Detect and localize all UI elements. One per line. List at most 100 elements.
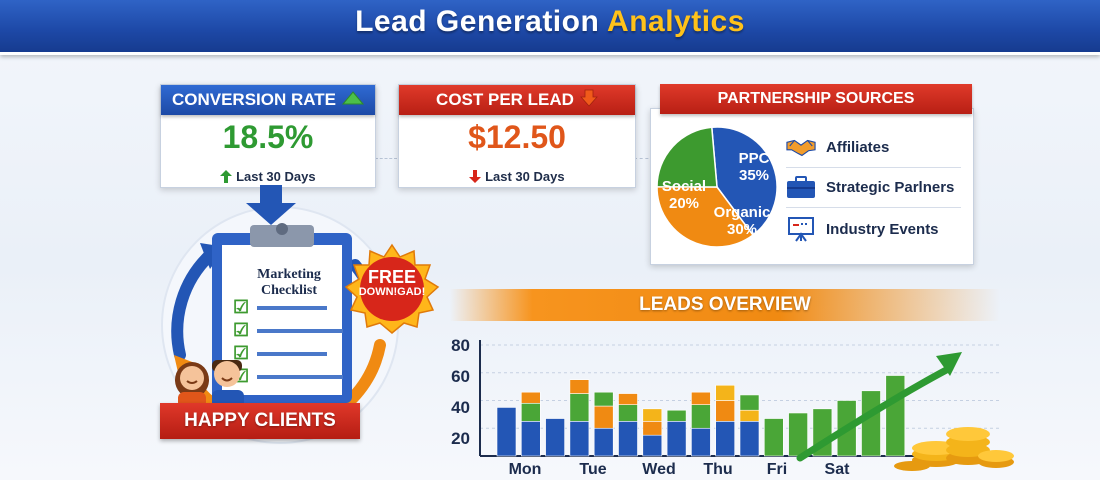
x-tick-label: Thu <box>703 461 733 478</box>
bar-segment-wed <box>642 421 663 436</box>
happy-clients-avatar <box>175 360 244 408</box>
conversion-period-label: Last 30 Days <box>236 169 316 184</box>
bar-segment-mon <box>521 402 541 422</box>
conversion-rate-card[interactable]: CONVERSION RATE 18.5% Last 30 Days <box>160 84 376 188</box>
conversion-period: Last 30 Days <box>161 169 375 184</box>
pie-label-organic-value: 30% <box>726 220 758 238</box>
free-download-badge-text: FREE DOWN!GAD! <box>356 268 428 298</box>
y-tick-label: 20 <box>451 429 470 448</box>
cost-per-lead-header: COST PER LEAD <box>399 85 635 115</box>
title-part-2: Analytics <box>607 5 745 38</box>
checklist-line <box>257 374 344 379</box>
badge-line-1: FREE <box>367 267 416 287</box>
conversion-rate-title: CONVERSION RATE <box>171 90 337 109</box>
partnership-pie-chart <box>656 126 778 248</box>
checklist-row: ☑ <box>233 342 343 365</box>
pie-label-ppc-name: PPC <box>738 150 770 167</box>
x-tick-label: Sat <box>824 461 850 478</box>
partnership-sources-panel[interactable]: PPC 35% Organic 30% Social 20% Affiliate… <box>650 108 974 265</box>
source-label: Industry Events <box>826 220 939 238</box>
checkmark-icon: ☑ <box>233 297 250 317</box>
arrow-down-small-icon <box>469 169 485 184</box>
pie-label-organic-name: Organic <box>713 204 771 221</box>
handshake-icon <box>786 134 816 160</box>
pie-label-social-name: Social <box>661 178 707 195</box>
checklist-items: ☑ ☑ ☑ ☑ <box>233 296 344 388</box>
header-bar <box>0 0 1100 55</box>
bar-segment-fri <box>739 409 760 422</box>
growth-trend-arrow <box>796 364 954 462</box>
x-tick-label: Fri <box>766 461 788 478</box>
checklist-row: ☑ <box>233 319 344 342</box>
x-tick-label: Wed <box>642 461 676 478</box>
bar-segment-wed <box>618 404 638 422</box>
cost-period: Last 30 Days <box>399 169 635 184</box>
bar-segment-fri <box>739 394 760 411</box>
title-part-1: Lead Generation <box>355 5 600 38</box>
source-item-strategic-partners[interactable]: Strategic Parlners <box>786 167 961 208</box>
happy-clients-ribbon: HAPPY CLIENTS <box>160 403 360 439</box>
pie-label-social: Social 20% <box>659 178 709 212</box>
pie-slice-organic <box>656 185 754 248</box>
bar-segment-tue <box>593 391 614 407</box>
cost-per-lead-value: $12.50 <box>468 119 566 155</box>
bar-segment-thu <box>666 421 687 457</box>
source-item-affiliates[interactable]: Affiliates <box>786 127 961 168</box>
pie-label-ppc-value: 35% <box>738 166 770 184</box>
connector-line <box>375 158 397 159</box>
partnership-sources-title: PARTNERSHIP SOURCES <box>660 84 972 114</box>
growth-arrow-head <box>936 352 962 376</box>
bar-segment-mon <box>496 407 517 457</box>
conversion-rate-header: CONVERSION RATE <box>161 85 375 115</box>
checkmark-icon: ☑ <box>233 320 250 340</box>
source-item-industry-events[interactable]: Industry Events <box>786 209 961 249</box>
cost-per-lead-card[interactable]: COST PER LEAD $12.50 Last 30 Days <box>398 84 636 188</box>
bar-segment-sat <box>763 418 784 457</box>
bar-segment-fri <box>739 421 760 457</box>
bar-segment-thu <box>691 404 711 429</box>
conversion-rate-value: 18.5% <box>222 119 314 155</box>
coin-stacks-icon <box>894 427 1014 471</box>
bar-segment-wed <box>618 421 638 457</box>
checklist-line <box>257 305 328 310</box>
cost-period-label: Last 30 Days <box>485 169 565 184</box>
checklist-line <box>257 328 344 333</box>
cost-per-lead-title: COST PER LEAD <box>436 90 574 109</box>
bar-segment-mon <box>521 421 541 457</box>
bar-segment-tue <box>569 421 590 457</box>
arrow-up-icon <box>220 169 236 184</box>
bar-segment-sat <box>788 412 808 457</box>
x-tick-label: Mon <box>508 461 542 478</box>
bar-segment-tue <box>569 379 590 394</box>
y-tick-label: 60 <box>451 367 470 386</box>
page-title: Lead Generation Analytics <box>0 5 1100 39</box>
bar-segment-fri <box>715 400 736 422</box>
pie-label-social-value: 20% <box>668 194 700 212</box>
source-label: Affiliates <box>826 138 890 156</box>
bar-segment-tue <box>593 427 614 457</box>
leads-overview-chart <box>479 340 1014 471</box>
y-tick-label: 40 <box>451 398 470 417</box>
checklist-title: Marketing Checklist <box>257 267 321 298</box>
bar-segment-thu <box>691 391 711 405</box>
y-tick-label: 80 <box>451 336 470 355</box>
bar-segment-fri <box>715 421 736 457</box>
leads-overview-banner: LEADS OVERVIEW <box>450 289 1000 321</box>
pie-slice-ppc <box>710 126 778 237</box>
arrow-down-icon <box>580 89 598 112</box>
checklist-row: ☑ <box>233 296 343 319</box>
source-label: Strategic Parlners <box>826 178 955 196</box>
x-tick-label: Tue <box>579 461 607 478</box>
presentation-board-icon <box>786 216 816 242</box>
bar-segment-mon <box>521 391 541 404</box>
pie-slice-social <box>656 126 718 188</box>
bar-segment-wed <box>642 434 663 457</box>
bar-segment-sat <box>885 375 906 457</box>
checklist-line <box>257 351 328 356</box>
bar-segment-thu <box>691 427 711 457</box>
bar-segment-sat <box>861 390 881 457</box>
checkmark-icon: ☑ <box>233 343 250 363</box>
free-download-badge[interactable] <box>343 243 441 335</box>
bar-segment-mon <box>545 418 565 457</box>
badge-line-2: DOWN!GAD! <box>358 285 426 298</box>
